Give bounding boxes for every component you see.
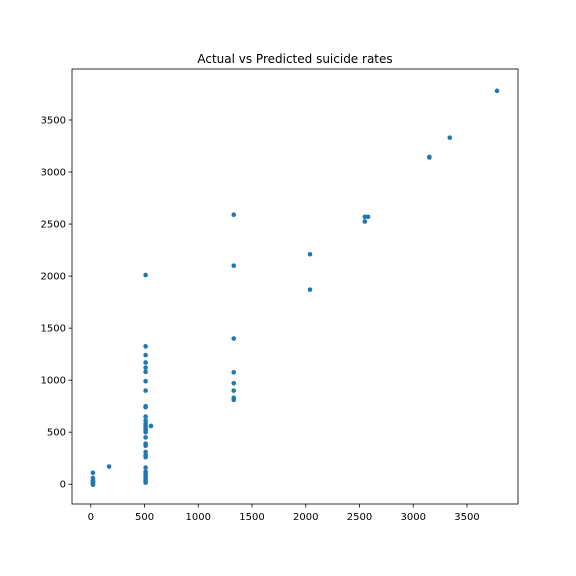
x-tick-label: 2500	[347, 512, 372, 523]
plot-axes	[71, 68, 519, 505]
y-axis: 0 500 1000 1500 2000 2500 3000 3500	[41, 115, 72, 491]
data-point	[231, 336, 237, 341]
data-point	[447, 135, 453, 140]
data-point	[494, 88, 500, 94]
y-tick-label: 3500	[41, 115, 66, 126]
y-tick-label: 500	[47, 428, 66, 439]
data-point	[143, 465, 148, 470]
x-tick-label: 500	[135, 512, 154, 523]
data-point	[365, 214, 371, 220]
y-tick-label: 2500	[41, 220, 66, 231]
data-point	[231, 388, 237, 393]
x-tick-label: 0	[88, 512, 94, 523]
data-point	[106, 464, 112, 469]
data-point	[143, 272, 148, 278]
data-point	[143, 443, 148, 449]
x-tick-label: 3500	[454, 512, 479, 523]
data-point	[143, 369, 148, 375]
data-points	[90, 88, 500, 488]
data-point	[143, 429, 148, 435]
data-point	[307, 287, 313, 292]
data-point	[362, 214, 368, 220]
data-point	[143, 365, 148, 370]
x-tick-label: 2000	[293, 512, 318, 523]
x-tick-label: 3000	[400, 512, 425, 523]
x-tick-label: 1500	[239, 512, 264, 523]
chart-title: Actual vs Predicted suicide rates	[197, 52, 392, 66]
data-point	[231, 380, 237, 386]
data-point	[143, 435, 148, 440]
plot-frame	[71, 68, 519, 505]
data-point	[362, 219, 368, 224]
data-point	[427, 155, 432, 160]
data-point	[143, 378, 148, 384]
data-point	[143, 344, 148, 349]
data-point	[143, 388, 148, 393]
x-axis: 0 500 1000 1500 2000 2500 3000 3500	[88, 504, 480, 523]
data-point	[231, 370, 237, 375]
data-point	[307, 251, 313, 257]
y-tick-label: 1500	[41, 324, 66, 335]
data-point	[143, 404, 148, 410]
data-point	[143, 360, 148, 365]
data-point	[143, 414, 148, 419]
y-tick-label: 3000	[41, 168, 66, 179]
data-point	[143, 454, 148, 460]
data-point	[143, 480, 148, 485]
y-tick-label: 2000	[41, 272, 66, 283]
y-tick-label: 0	[60, 480, 66, 491]
data-point	[231, 212, 237, 217]
data-point	[231, 397, 237, 403]
data-point	[90, 478, 96, 484]
data-point	[143, 352, 148, 358]
data-point	[90, 470, 96, 476]
y-tick-label: 1000	[41, 376, 66, 387]
x-tick-label: 1000	[186, 512, 211, 523]
data-point	[90, 482, 96, 488]
data-point	[148, 423, 154, 429]
data-point	[231, 263, 237, 268]
